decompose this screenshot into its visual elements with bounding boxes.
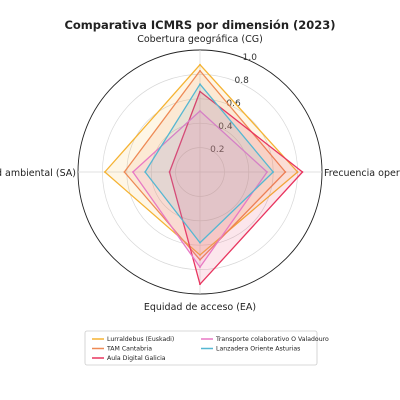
series-point <box>296 171 299 173</box>
legend-label: Aula Digital Galicia <box>107 355 166 362</box>
legend-label: Transporte colaborativo O Valadouro <box>215 336 329 343</box>
radial-tick-label: 0.6 <box>226 99 241 109</box>
series-point <box>199 110 201 112</box>
series-point <box>301 171 304 173</box>
series-point <box>103 171 106 173</box>
series-point <box>284 171 287 173</box>
series-point <box>144 171 147 173</box>
radial-tick-label: 0.4 <box>218 122 233 132</box>
radial-tick-label: 1.0 <box>243 53 258 63</box>
series-point <box>199 283 201 286</box>
series-point <box>199 90 201 93</box>
radial-tick-label: 0.8 <box>235 76 250 86</box>
legend-label: Lanzadera Oriente Asturias <box>216 346 300 353</box>
series-point <box>199 241 201 244</box>
axis-label: Sostenibilidad ambiental (SA) <box>0 168 76 179</box>
radar-series <box>103 63 304 286</box>
legend-label: TAM Cantabria <box>106 346 152 353</box>
series-point <box>199 254 201 256</box>
series-point <box>266 171 268 173</box>
series-point <box>199 69 201 72</box>
series-point <box>123 171 126 173</box>
radial-tick-label: 0.2 <box>210 145 224 155</box>
series-point <box>199 83 201 86</box>
series-point <box>199 258 201 261</box>
chart-title: Comparativa ICMRS por dimensión (2023) <box>64 18 335 32</box>
axis-label: Equidad de acceso (EA) <box>144 302 256 313</box>
legend: Lurraldebus (Euskadi) TAM Cantabria Aula D… <box>84 330 329 366</box>
series-point <box>199 63 201 66</box>
series-point <box>272 171 275 173</box>
radar-labels: Cobertura geográfica (CG) Frecuencia oper… <box>0 34 400 313</box>
series-point <box>199 266 201 269</box>
axis-label: Cobertura geográfica (CG) <box>137 34 263 45</box>
series-point <box>132 171 134 173</box>
series-point <box>168 171 171 173</box>
axis-label: Frecuencia operativa (FO) <box>324 168 400 179</box>
legend-label: Lurraldebus (Euskadi) <box>107 336 174 343</box>
